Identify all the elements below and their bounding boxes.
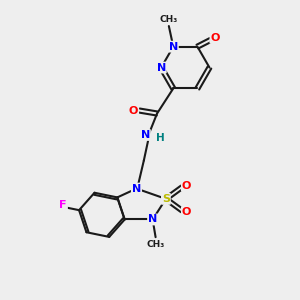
Text: N: N — [132, 184, 141, 194]
Text: H: H — [157, 133, 165, 143]
Text: CH₃: CH₃ — [160, 15, 178, 24]
Text: N: N — [148, 214, 157, 224]
Text: N: N — [157, 63, 166, 73]
Text: CH₃: CH₃ — [146, 240, 165, 249]
Text: O: O — [129, 106, 138, 116]
Text: O: O — [182, 207, 191, 217]
Text: N: N — [169, 42, 178, 52]
Text: F: F — [59, 200, 67, 210]
Text: S: S — [162, 194, 170, 204]
Text: N: N — [141, 130, 150, 140]
Text: O: O — [182, 181, 191, 190]
Text: O: O — [210, 33, 220, 43]
